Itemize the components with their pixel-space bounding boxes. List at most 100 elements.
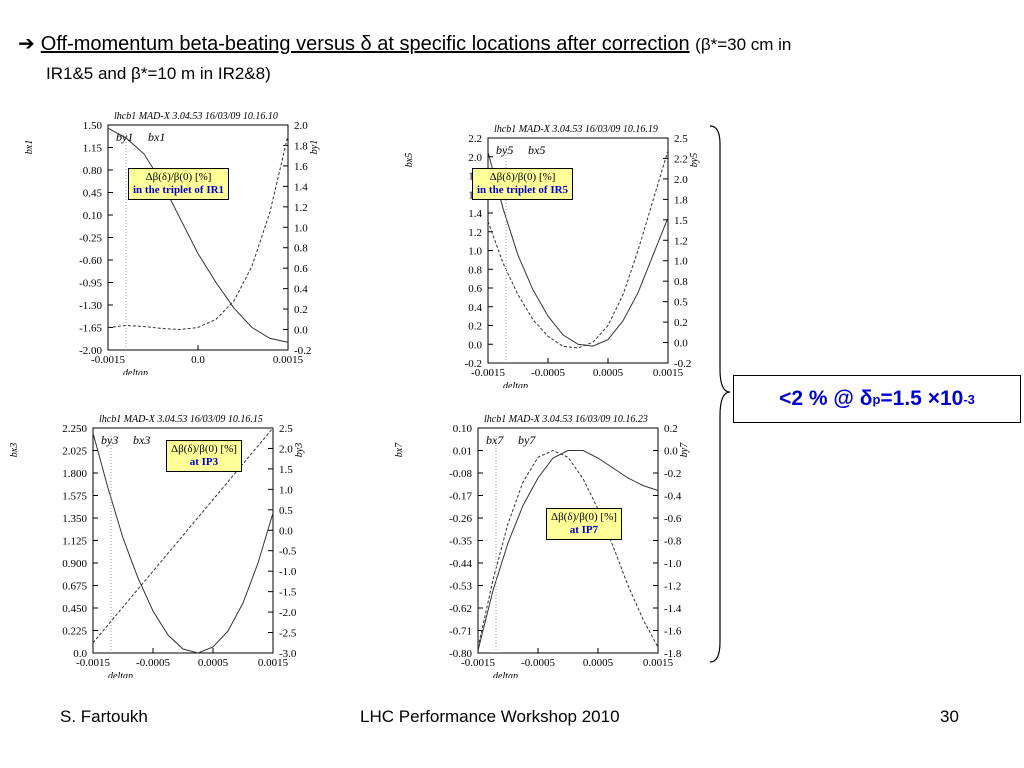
slide-title: ➔ Off-momentum beta-beating versus δ at s… (18, 30, 1018, 88)
y-tick-label-right: -1.6 (664, 626, 682, 638)
y-tick-label-right: -0.2 (664, 468, 681, 480)
x-tick-label: 0.0015 (653, 367, 684, 379)
y-tick-label-right: 0.5 (674, 297, 688, 309)
y-tick-label-right: -1.0 (279, 566, 297, 578)
series-line-bx7 (477, 450, 659, 651)
series-label: by7 (518, 433, 536, 447)
series-label: bx3 (133, 433, 150, 447)
y-tick-label-right: -2.0 (279, 607, 297, 619)
y-tick-label-left: 0.01 (453, 446, 472, 458)
y-tick-label-right: 1.8 (294, 140, 308, 152)
y-tick-label-right: 2.2 (674, 153, 688, 165)
page-number: 30 (940, 707, 959, 726)
label-box-ir1: Δβ(δ)/β(0) [%] in the triplet of IR1 (128, 168, 230, 200)
y-tick-label-right: 0.8 (294, 243, 308, 255)
plot-ir1: 1.50 1.15 0.80 0.45 0.10 -0.25 -0.60 -0.95 -1.30… (20, 105, 325, 375)
x-tick-label: 0.0 (191, 354, 205, 366)
result-sub: p (872, 391, 881, 407)
box-formula: Δβ(δ)/β(0) [%] (171, 443, 237, 455)
right-brace (709, 125, 731, 663)
plot-ip3: 2.250 2.025 1.800 1.575 1.350 1.125 0.900 0.675… (5, 408, 310, 678)
series-line-by1 (107, 135, 289, 331)
x-tick-label: -0.0015 (471, 367, 505, 379)
y-tick-label-right: 0.0 (674, 338, 688, 350)
y-tick-label-left: 1.125 (62, 536, 87, 548)
y-tick-label-right: 0.6 (294, 263, 308, 275)
y-tick-label-left: -0.2 (465, 358, 482, 370)
y-tick-label-right: 1.5 (674, 215, 688, 227)
y-axis-label-right: by5 (689, 153, 700, 167)
y-tick-label-right: -0.6 (664, 513, 682, 525)
result-sup: -3 (963, 391, 975, 407)
plot-frame (477, 427, 659, 654)
box-location: at IP7 (569, 524, 599, 536)
x-tick-label: 0.0015 (258, 657, 289, 669)
y-tick-label-left: 0.675 (62, 581, 87, 593)
y-tick-label-left: -0.17 (449, 491, 472, 503)
x-axis-label: deltap (493, 671, 518, 678)
y-tick-label-right: 1.6 (294, 161, 308, 173)
series-line-bx3 (92, 432, 274, 654)
y-tick-label-right: 1.5 (279, 464, 293, 476)
series-label: bx7 (486, 433, 504, 447)
x-tick-label: 0.0015 (643, 657, 674, 669)
title-param-1: (β*=30 cm in (695, 35, 792, 54)
y-tick-label-left: -1.30 (79, 300, 102, 312)
y-axis-label-right: by1 (309, 140, 320, 154)
y-tick-label-left: -0.71 (449, 626, 472, 638)
x-tick-label: -0.0005 (136, 657, 170, 669)
y-tick-label-right: 0.2 (664, 423, 678, 435)
y-tick-label-left: 1.575 (62, 491, 87, 503)
chart-header: lhcb1 MAD-X 3.04.53 16/03/09 10.16.15 (99, 414, 263, 425)
y-tick-label-left: 0.45 (83, 188, 103, 200)
y-tick-label-left: 1.350 (62, 513, 87, 525)
y-tick-label-right: -1.4 (664, 603, 682, 615)
y-tick-label-left: 1.800 (62, 468, 87, 480)
y-tick-label-right: -0.5 (279, 546, 297, 558)
y-tick-label-left: 0.10 (83, 210, 103, 222)
plot-ip7: 0.10 0.01 -0.08 -0.17 -0.26 -0.35 -0.44 -0.53 -0… (390, 408, 695, 678)
y-axis-label-left: bx5 (404, 153, 415, 167)
series-label: by5 (496, 143, 513, 157)
y-tick-label-left: 0.900 (62, 558, 87, 570)
y-tick-label-left: -0.80 (449, 648, 472, 660)
y-tick-label-left: 1.2 (468, 227, 482, 239)
y-tick-label-left: 0.0 (73, 648, 87, 660)
y-axis-label-left: bx7 (394, 442, 405, 457)
y-tick-label-right: 0.2 (294, 304, 308, 316)
title-param-2: IR1&5 and β*=10 m in IR2&8) (46, 64, 271, 83)
y-tick-label-left: -0.44 (449, 558, 472, 570)
x-tick-label: 0.0005 (583, 657, 614, 669)
y-tick-label-left: 1.0 (468, 246, 482, 258)
y-tick-label-left: 0.4 (468, 302, 482, 314)
y-tick-label-left: -0.26 (449, 513, 472, 525)
y-tick-label-right: 1.4 (294, 181, 308, 193)
y-tick-label-right: 2.0 (294, 120, 308, 132)
result-mid: =1.5 ×10 (880, 387, 964, 410)
y-tick-label-right: -1.5 (279, 587, 297, 599)
label-box-ip3: Δβ(δ)/β(0) [%] at IP3 (166, 440, 242, 472)
y-tick-label-right: 2.0 (674, 174, 688, 186)
box-formula: Δβ(δ)/β(0) [%] (551, 511, 617, 523)
x-tick-label: -0.0005 (531, 367, 565, 379)
arrow-icon: ➔ (18, 33, 35, 55)
y-tick-label-right: 2.5 (279, 423, 293, 435)
y-axis-label-left: bx1 (24, 140, 35, 154)
chart-header: lhcb1 MAD-X 3.04.53 16/03/09 10.16.10 (114, 111, 278, 122)
x-tick-label: -0.0015 (76, 657, 110, 669)
x-tick-label: -0.0005 (521, 657, 555, 669)
box-location: at IP3 (189, 456, 219, 468)
x-tick-label: -0.0015 (461, 657, 495, 669)
y-tick-label-left: 1.4 (468, 208, 482, 220)
y-tick-label-left: -0.60 (79, 255, 102, 267)
y-tick-label-left: -0.53 (449, 581, 472, 593)
label-box-ip7: Δβ(δ)/β(0) [%] at IP7 (546, 508, 622, 540)
x-axis-label: deltap (123, 368, 148, 375)
label-box-ir5: Δβ(δ)/β(0) [%] in the triplet of IR5 (472, 168, 574, 200)
y-tick-label-right: 1.2 (674, 235, 688, 247)
y-tick-label-right: 2.0 (279, 443, 293, 455)
y-tick-label-left: 0.450 (62, 603, 87, 615)
series-label: by3 (101, 433, 118, 447)
x-axis-label: deltap (503, 381, 528, 388)
x-tick-label: -0.0015 (91, 354, 125, 366)
